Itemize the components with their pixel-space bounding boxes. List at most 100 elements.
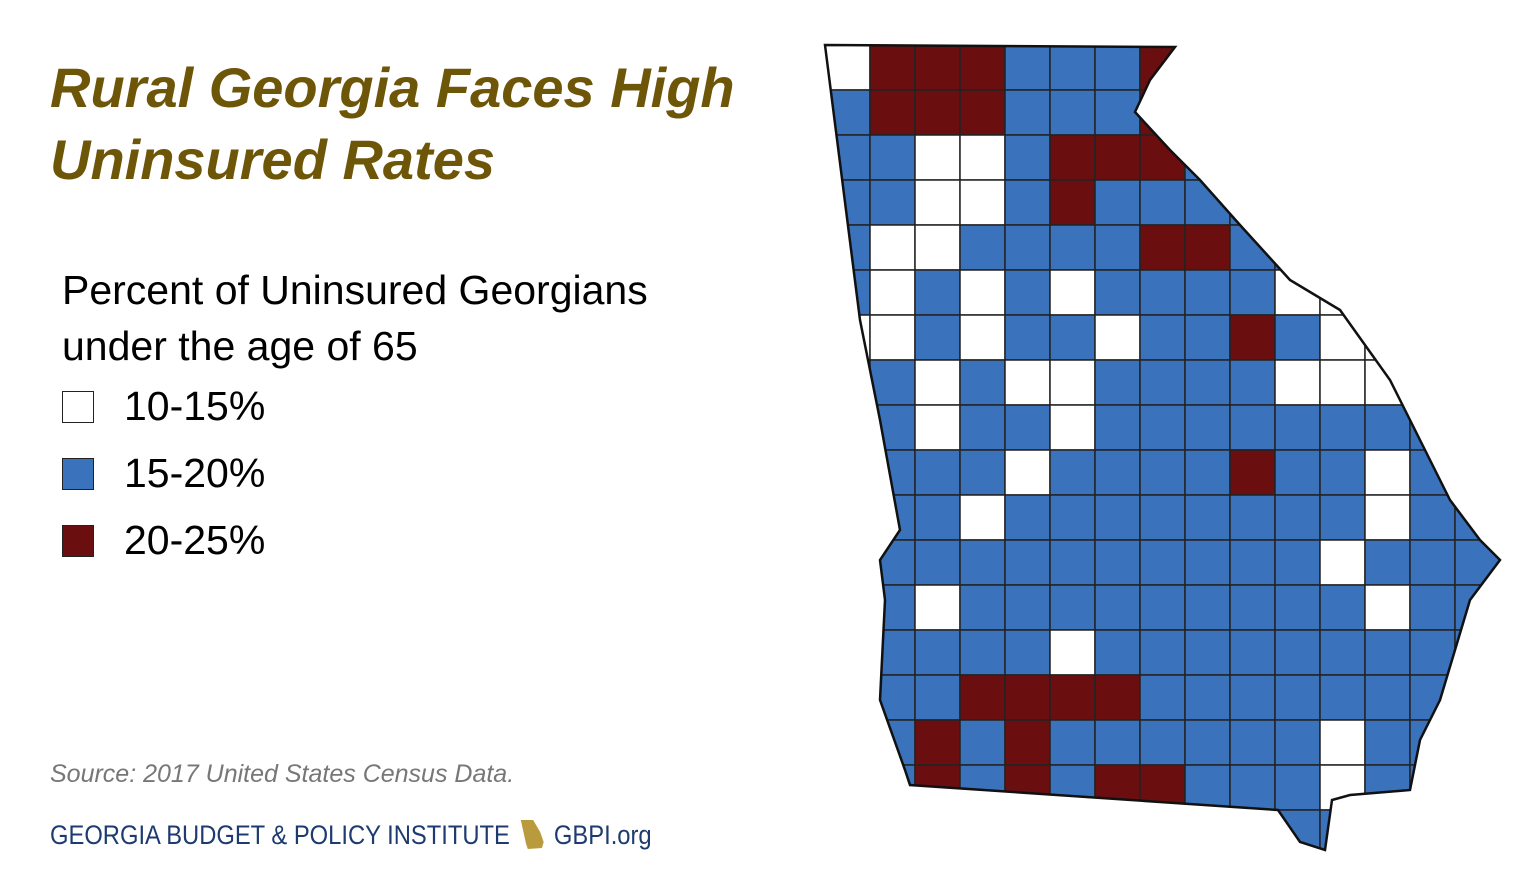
legend-label: 10-15% bbox=[124, 383, 266, 429]
county bbox=[1454, 674, 1500, 721]
county bbox=[1184, 629, 1231, 676]
county bbox=[1409, 45, 1456, 91]
county bbox=[1049, 89, 1096, 136]
county bbox=[825, 764, 871, 811]
county bbox=[1319, 134, 1366, 181]
county bbox=[1094, 134, 1141, 181]
county bbox=[1229, 539, 1276, 586]
county bbox=[869, 359, 916, 406]
county bbox=[1049, 359, 1096, 406]
county bbox=[959, 179, 1006, 226]
county bbox=[914, 359, 961, 406]
county bbox=[1229, 494, 1276, 541]
county bbox=[959, 449, 1006, 496]
county bbox=[1274, 179, 1321, 226]
county bbox=[1004, 674, 1051, 721]
county bbox=[1364, 674, 1411, 721]
county bbox=[1139, 494, 1186, 541]
title-line: Rural Georgia Faces High bbox=[50, 56, 735, 119]
county bbox=[1274, 314, 1321, 361]
legend-swatch bbox=[62, 524, 94, 557]
county bbox=[959, 674, 1006, 721]
county bbox=[1364, 719, 1411, 766]
county bbox=[825, 494, 871, 541]
county bbox=[914, 45, 961, 91]
county bbox=[1094, 584, 1141, 631]
county bbox=[1454, 179, 1500, 226]
county bbox=[1229, 134, 1276, 181]
county bbox=[1049, 224, 1096, 271]
county bbox=[959, 134, 1006, 181]
county bbox=[914, 449, 961, 496]
county bbox=[959, 809, 1006, 850]
county bbox=[1454, 449, 1500, 496]
county bbox=[1139, 449, 1186, 496]
county bbox=[1004, 134, 1051, 181]
county bbox=[1184, 224, 1231, 271]
county bbox=[1184, 674, 1231, 721]
county bbox=[1229, 719, 1276, 766]
county bbox=[1409, 764, 1456, 811]
county bbox=[825, 134, 871, 181]
county bbox=[1409, 89, 1456, 136]
county bbox=[1139, 314, 1186, 361]
county bbox=[1274, 674, 1321, 721]
county bbox=[1409, 449, 1456, 496]
county bbox=[1229, 584, 1276, 631]
county bbox=[1409, 224, 1456, 271]
county bbox=[1409, 809, 1456, 850]
county bbox=[1184, 764, 1231, 811]
county bbox=[1409, 404, 1456, 451]
county bbox=[1364, 809, 1411, 850]
county bbox=[1274, 449, 1321, 496]
county bbox=[825, 269, 871, 316]
county bbox=[1094, 809, 1141, 850]
county bbox=[1454, 269, 1500, 316]
county bbox=[1364, 269, 1411, 316]
county bbox=[1319, 539, 1366, 586]
county bbox=[869, 89, 916, 136]
county bbox=[869, 809, 916, 850]
county bbox=[1229, 224, 1276, 271]
county bbox=[1319, 629, 1366, 676]
county bbox=[1139, 539, 1186, 586]
county bbox=[869, 179, 916, 226]
county bbox=[1004, 584, 1051, 631]
county bbox=[1094, 539, 1141, 586]
county bbox=[1409, 359, 1456, 406]
county bbox=[1139, 809, 1186, 850]
county bbox=[1139, 674, 1186, 721]
county bbox=[914, 179, 961, 226]
county bbox=[825, 719, 871, 766]
county bbox=[1454, 134, 1500, 181]
county bbox=[869, 494, 916, 541]
county bbox=[1409, 314, 1456, 361]
county bbox=[1229, 764, 1276, 811]
county bbox=[1004, 45, 1051, 91]
county bbox=[1274, 494, 1321, 541]
legend-swatch bbox=[62, 457, 94, 490]
county bbox=[1409, 179, 1456, 226]
county bbox=[869, 764, 916, 811]
county bbox=[959, 539, 1006, 586]
county bbox=[1319, 674, 1366, 721]
county bbox=[1229, 359, 1276, 406]
county bbox=[959, 314, 1006, 361]
county bbox=[1049, 629, 1096, 676]
legend-title-line: under the age of 65 bbox=[62, 323, 418, 369]
county bbox=[1229, 404, 1276, 451]
county bbox=[1364, 494, 1411, 541]
county bbox=[825, 539, 871, 586]
county bbox=[1229, 314, 1276, 361]
county bbox=[1094, 719, 1141, 766]
county bbox=[1364, 629, 1411, 676]
county bbox=[959, 404, 1006, 451]
county bbox=[914, 674, 961, 721]
county bbox=[1094, 314, 1141, 361]
county bbox=[1094, 359, 1141, 406]
county bbox=[1364, 404, 1411, 451]
county bbox=[869, 719, 916, 766]
county bbox=[959, 89, 1006, 136]
county bbox=[1274, 719, 1321, 766]
county bbox=[1454, 359, 1500, 406]
